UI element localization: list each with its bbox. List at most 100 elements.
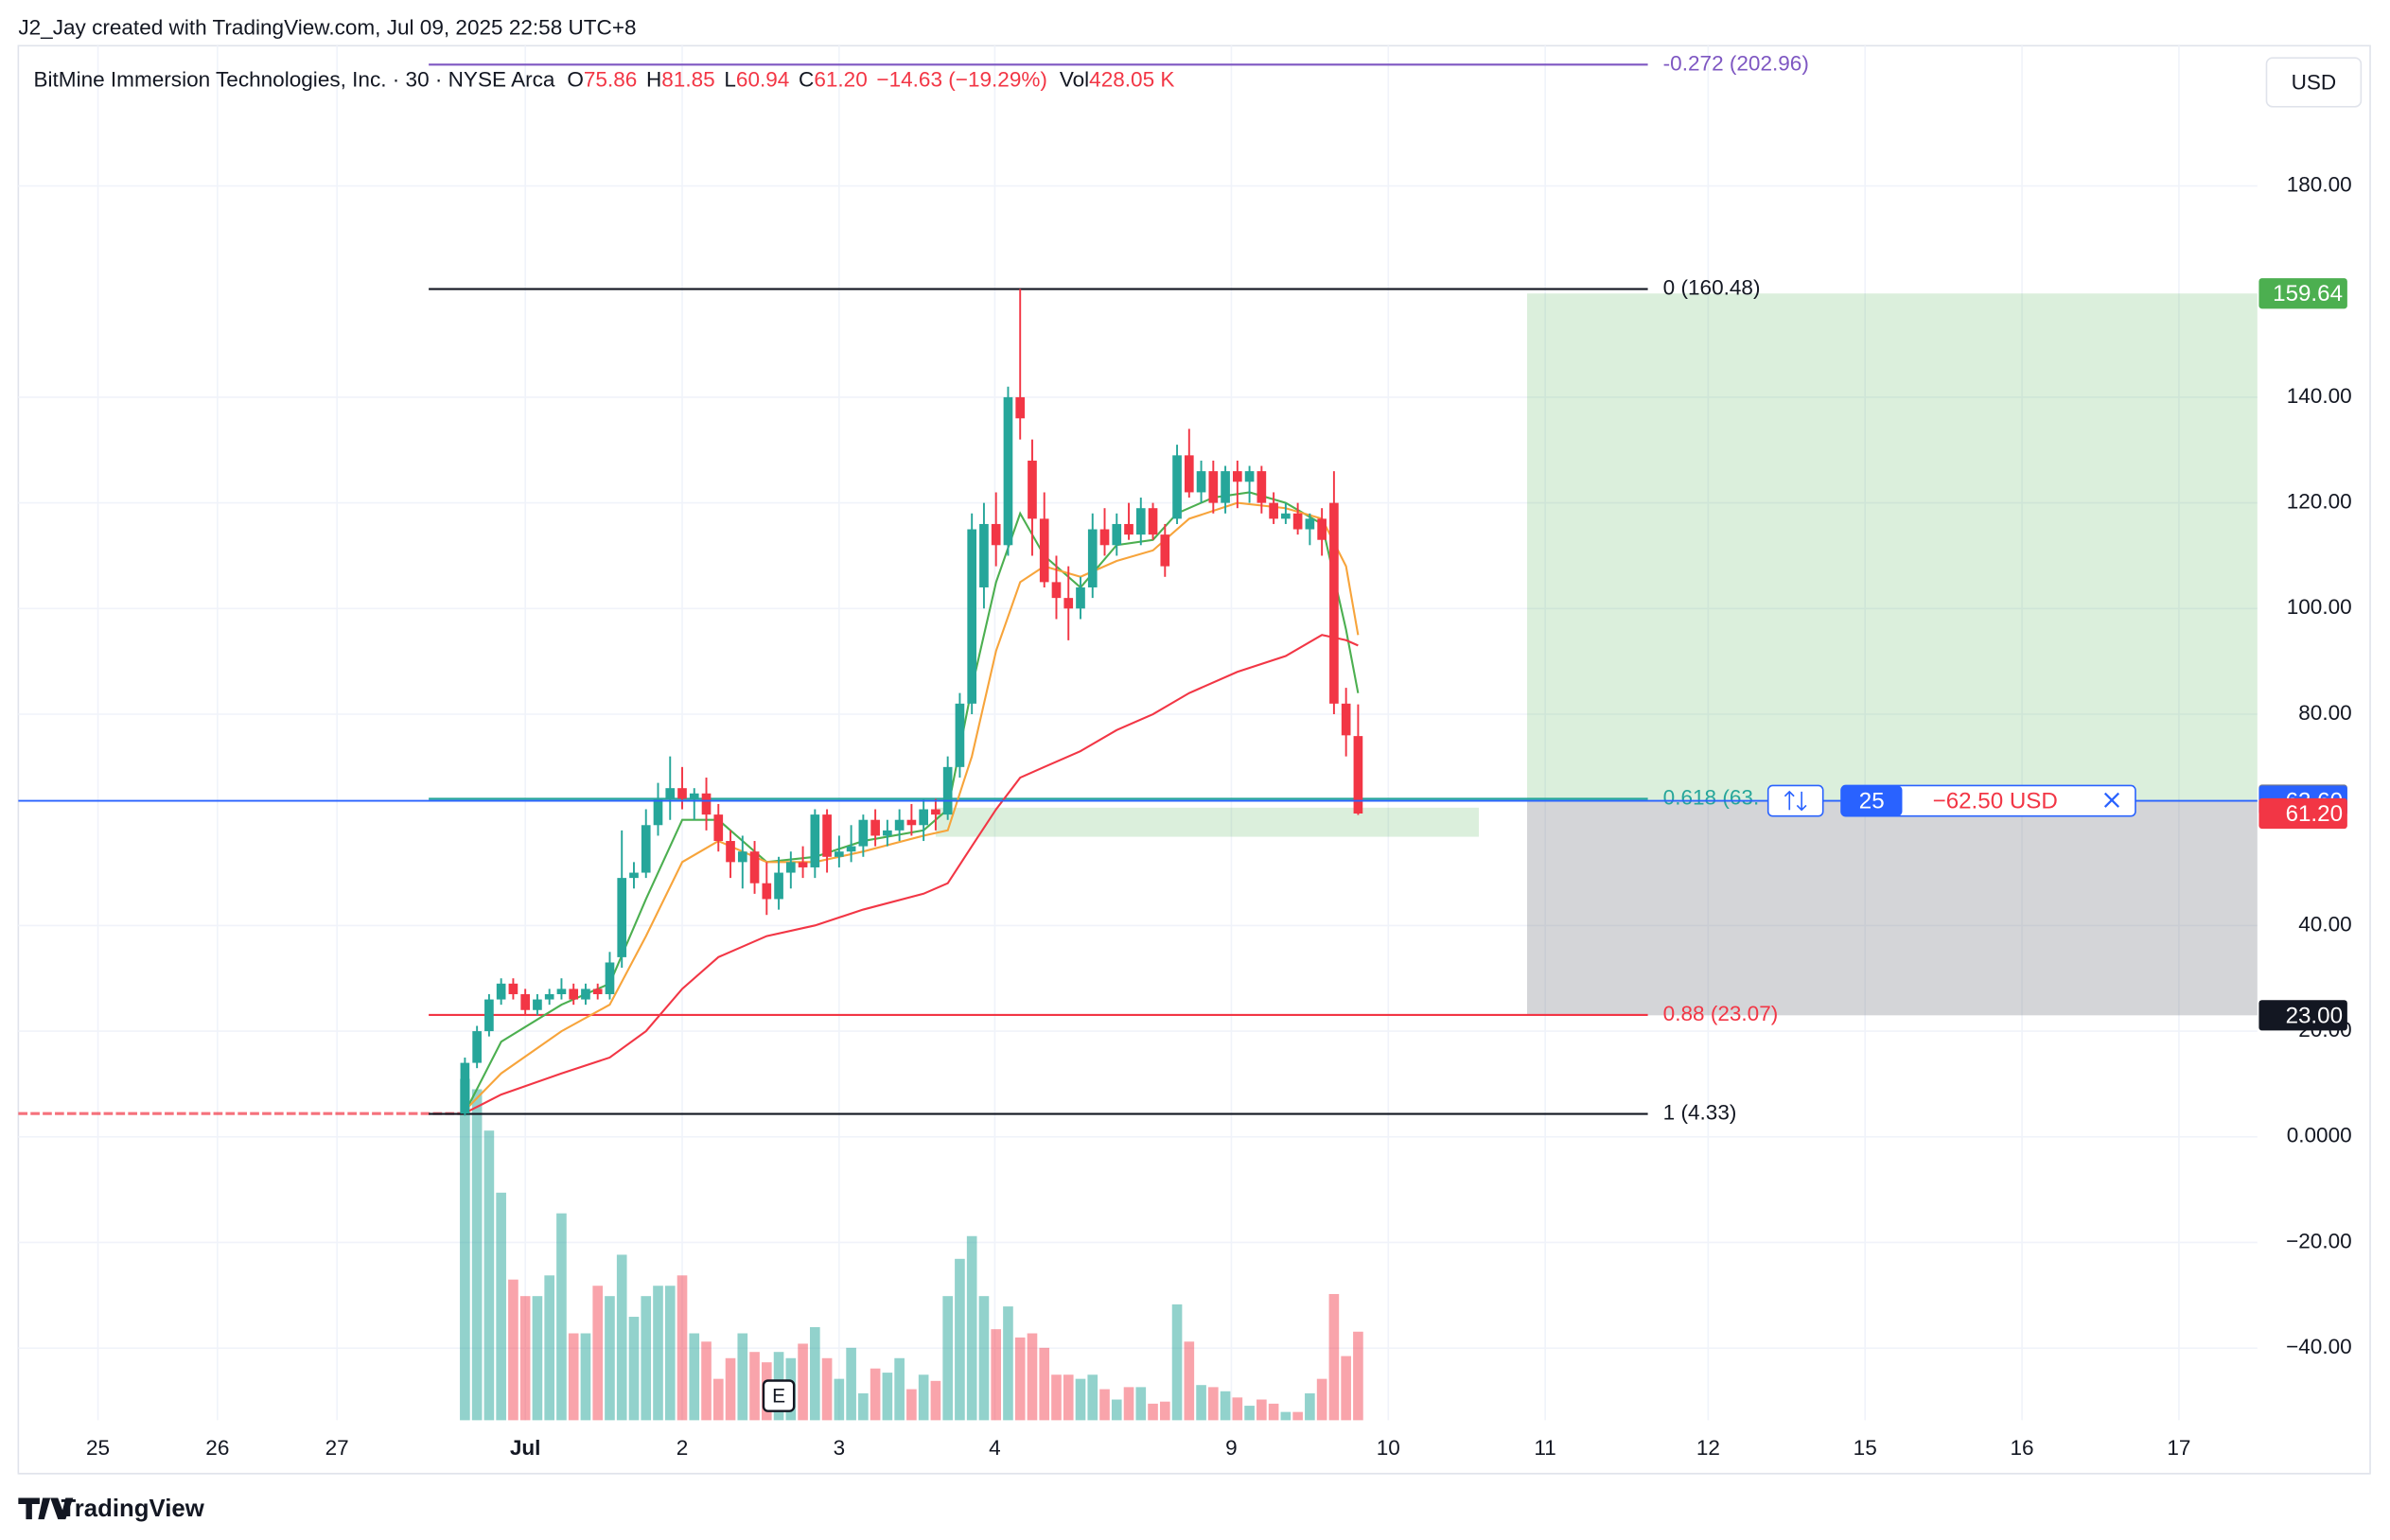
volume-bar xyxy=(810,1326,820,1421)
volume-bar xyxy=(580,1333,591,1421)
grid xyxy=(18,45,2258,1421)
candle-body xyxy=(1076,586,1085,609)
candle-body xyxy=(1257,471,1267,503)
fib-label: 0 (160.48) xyxy=(1663,276,1761,300)
legend-key: Vol xyxy=(1060,67,1089,91)
candle-body xyxy=(484,999,494,1032)
candle-body xyxy=(1196,471,1206,493)
volume-bar xyxy=(942,1296,953,1421)
y-tick-label: 0.0000 xyxy=(2287,1124,2352,1147)
candle-body xyxy=(1099,529,1110,546)
volume-bar xyxy=(1014,1337,1026,1421)
candle-body xyxy=(942,766,953,815)
reverse-button[interactable] xyxy=(1766,784,1824,817)
candle-body xyxy=(629,872,639,879)
volume-bar xyxy=(1123,1387,1134,1421)
candle-body xyxy=(460,1062,470,1114)
volume-bar xyxy=(821,1357,833,1421)
brand: TradingView xyxy=(61,1496,204,1522)
volume-bar xyxy=(906,1389,917,1421)
volume-bar xyxy=(1135,1387,1147,1421)
candle-body xyxy=(1015,396,1026,419)
x-tick-label: 11 xyxy=(1534,1436,1555,1460)
candle-body xyxy=(991,523,1001,546)
reverse-icon xyxy=(1784,790,1807,812)
candle-body xyxy=(955,703,965,767)
volume-bar xyxy=(653,1286,663,1421)
candle-body xyxy=(894,819,905,831)
volume-bar xyxy=(1268,1403,1279,1421)
legend-key: H xyxy=(646,67,661,91)
volume-bar xyxy=(483,1130,495,1421)
volume-bar xyxy=(930,1380,941,1421)
candle-body xyxy=(1221,471,1230,503)
volume-bar xyxy=(460,1078,470,1421)
legend-key: C xyxy=(799,67,814,91)
x-tick-label: 27 xyxy=(325,1436,349,1460)
candle-body xyxy=(1208,471,1219,503)
volume-bar xyxy=(1196,1385,1206,1421)
candle-body xyxy=(810,814,820,867)
volume-bar xyxy=(858,1392,869,1421)
volume-bar xyxy=(725,1357,736,1421)
volume-bar xyxy=(544,1275,554,1421)
volume-bar xyxy=(592,1286,604,1421)
legend-key: L xyxy=(724,67,736,91)
logo xyxy=(18,1497,74,1520)
volume-bar xyxy=(605,1296,615,1421)
candle-body xyxy=(1124,523,1133,535)
volume-bar xyxy=(1257,1399,1267,1421)
moving-average xyxy=(464,634,1359,1114)
candle-body xyxy=(835,851,844,857)
volume-bar xyxy=(1171,1304,1183,1421)
candle-body xyxy=(726,841,735,863)
volume-bar xyxy=(496,1192,506,1421)
candle-body xyxy=(641,825,651,873)
volume-bar xyxy=(1087,1374,1098,1421)
x-tick-label: 2 xyxy=(677,1436,689,1460)
volume-bar xyxy=(616,1254,627,1421)
volume-bar xyxy=(1292,1411,1303,1421)
volume-bar xyxy=(846,1347,856,1421)
legend-value: 61.20 xyxy=(814,67,867,91)
candle-body xyxy=(1292,513,1303,530)
profit-zone xyxy=(1527,293,2258,801)
volume-bar xyxy=(471,1089,483,1421)
volume-bar xyxy=(1027,1333,1038,1421)
candle-body xyxy=(496,983,506,1000)
close-icon[interactable] xyxy=(2103,792,2120,808)
candle-body xyxy=(713,814,724,842)
y-tick-label: 100.00 xyxy=(2287,595,2352,619)
pnl: −62.50 USD xyxy=(1933,789,2058,814)
volume-bar xyxy=(1075,1378,1086,1421)
currency-button[interactable] xyxy=(2265,57,2363,108)
volume-bar xyxy=(882,1373,893,1421)
volume-bar xyxy=(1039,1347,1050,1421)
volume-bar xyxy=(1051,1374,1062,1421)
candle-body xyxy=(508,983,518,994)
earnings-box xyxy=(762,1379,796,1412)
x-tick-label: 15 xyxy=(1854,1436,1877,1460)
candle-body xyxy=(1341,703,1351,736)
candle-body xyxy=(605,962,615,994)
candle-body xyxy=(533,999,542,1010)
candle-body xyxy=(1353,736,1363,814)
candle-body xyxy=(1244,471,1255,482)
price-badge-label: 23.00 xyxy=(2286,1003,2343,1028)
x-tick-label: 3 xyxy=(834,1436,846,1460)
volume-bar xyxy=(556,1213,567,1421)
volume-bar xyxy=(870,1368,881,1421)
volume-bar xyxy=(978,1296,990,1421)
volume-bar xyxy=(677,1275,688,1421)
volume-bar xyxy=(532,1296,543,1421)
loss-zone xyxy=(1527,800,2258,1016)
credit: J2_Jay created with TradingView.com, Jul… xyxy=(18,16,636,40)
volume-bar xyxy=(641,1296,652,1421)
candle-body xyxy=(592,989,603,994)
volume-bar xyxy=(1159,1401,1170,1421)
volume-bar xyxy=(1099,1389,1110,1421)
candle-body xyxy=(846,846,856,852)
price-badge-label: 159.64 xyxy=(2273,281,2343,306)
